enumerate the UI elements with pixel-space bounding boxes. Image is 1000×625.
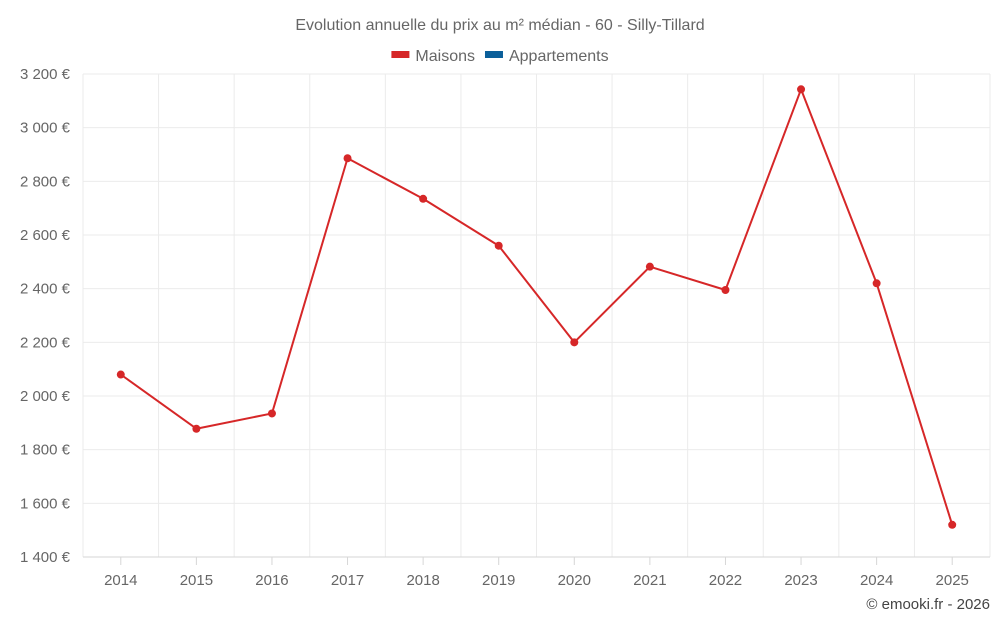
data-point[interactable] bbox=[494, 241, 503, 250]
x-tick-label: 2023 bbox=[784, 572, 817, 589]
data-point[interactable] bbox=[343, 154, 352, 163]
data-point[interactable] bbox=[797, 85, 806, 94]
legend-swatch bbox=[484, 51, 503, 58]
x-tick-label: 2022 bbox=[709, 572, 742, 589]
chart-title: Evolution annuelle du prix au m² médian … bbox=[295, 17, 704, 34]
x-tick-label: 2017 bbox=[331, 572, 364, 589]
y-tick-label: 2 400 € bbox=[20, 281, 71, 298]
x-tick-label: 2018 bbox=[406, 572, 439, 589]
x-tick-label: 2016 bbox=[255, 572, 288, 589]
gridlines bbox=[82, 73, 991, 558]
data-point[interactable] bbox=[570, 338, 579, 347]
data-point[interactable] bbox=[645, 262, 654, 271]
x-tick-label: 2019 bbox=[482, 572, 515, 589]
y-tick-label: 1 600 € bbox=[20, 495, 71, 512]
y-tick-label: 3 000 € bbox=[20, 120, 71, 137]
x-tick-label: 2021 bbox=[633, 572, 666, 589]
legend: Maisons Appartements bbox=[391, 48, 609, 65]
legend-label: Maisons bbox=[415, 48, 475, 65]
y-tick-label: 1 400 € bbox=[20, 549, 71, 566]
legend-item-maisons[interactable]: Maisons bbox=[391, 48, 475, 65]
y-tick-label: 1 800 € bbox=[20, 442, 71, 459]
x-tick-label: 2020 bbox=[558, 572, 591, 589]
data-point[interactable] bbox=[419, 194, 428, 203]
data-point[interactable] bbox=[948, 520, 957, 529]
data-point[interactable] bbox=[267, 409, 276, 418]
series-line-maisons bbox=[120, 88, 954, 526]
x-tick-label: 2015 bbox=[180, 572, 213, 589]
y-tick-label: 2 800 € bbox=[20, 173, 71, 190]
legend-item-appartements[interactable]: Appartements bbox=[484, 48, 609, 65]
x-tick-label: 2014 bbox=[104, 572, 137, 589]
y-axis: 1 400 € 1 600 € 1 800 € 2 000 € 2 200 € 2 400… bbox=[20, 66, 71, 566]
x-tick-label: 2024 bbox=[860, 572, 893, 589]
y-tick-label: 2 000 € bbox=[20, 388, 71, 405]
x-tick-label: 2025 bbox=[936, 572, 969, 589]
data-point[interactable] bbox=[721, 286, 730, 295]
y-tick-label: 2 600 € bbox=[20, 227, 71, 244]
data-point[interactable] bbox=[872, 279, 881, 288]
legend-swatch bbox=[391, 51, 410, 58]
legend-label: Appartements bbox=[509, 48, 609, 65]
y-tick-label: 2 200 € bbox=[20, 334, 71, 351]
data-point[interactable] bbox=[116, 370, 125, 379]
credit-text: © emooki.fr - 2026 bbox=[866, 596, 990, 613]
x-axis: 2014 2015 2016 2017 2018 2019 2020 2021 2022 2023… bbox=[104, 557, 969, 589]
series-group bbox=[116, 85, 957, 529]
y-tick-label: 3 200 € bbox=[20, 66, 71, 83]
data-point[interactable] bbox=[192, 424, 201, 433]
